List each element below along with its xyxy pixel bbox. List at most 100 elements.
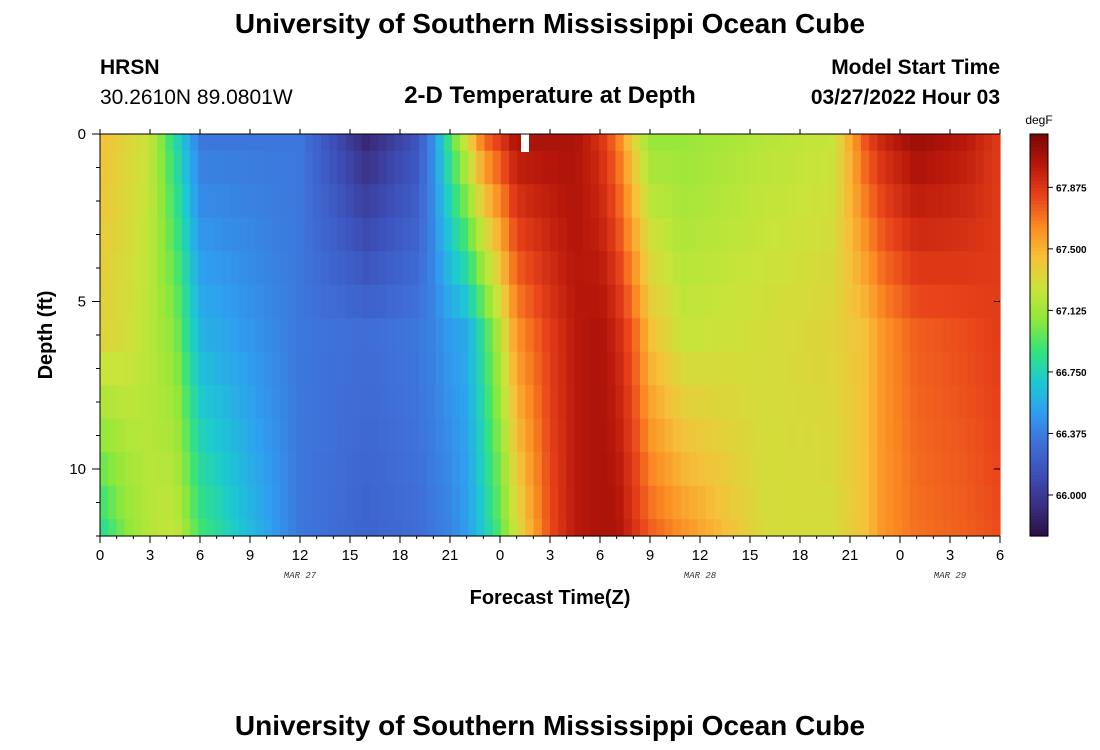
heatmap-cell: [820, 134, 829, 152]
heatmap-cell: [541, 251, 551, 286]
heatmap-cell: [770, 217, 780, 252]
heatmap-cell: [787, 284, 797, 319]
x-tick-label: 6: [596, 547, 604, 564]
heatmap-cell: [451, 284, 461, 319]
heatmap-cell: [680, 485, 690, 520]
heatmap-cell: [754, 318, 764, 353]
heatmap-cell: [934, 251, 944, 286]
heatmap-cell: [803, 134, 813, 152]
heatmap-cell: [157, 485, 167, 520]
heatmap-cell: [599, 452, 608, 487]
heatmap-cell: [721, 485, 731, 520]
heatmap-cell: [460, 217, 469, 252]
heatmap-cell: [860, 418, 870, 453]
heatmap-cell: [844, 318, 854, 353]
heatmap-cell: [590, 385, 600, 420]
heatmap-cell: [140, 485, 150, 520]
heatmap-cell: [255, 519, 265, 537]
heatmap-cell: [779, 134, 788, 152]
colorbar-segment: [1030, 170, 1048, 175]
heatmap-cell: [828, 284, 837, 319]
heatmap-cell: [304, 318, 314, 353]
heatmap-cell: [869, 452, 878, 487]
heatmap-cell: [132, 251, 142, 286]
heatmap-cell: [950, 418, 960, 453]
heatmap-cell: [811, 351, 821, 386]
heatmap-cell: [280, 452, 289, 487]
heatmap-cell: [451, 150, 461, 185]
heatmap-cell: [844, 385, 854, 420]
heatmap-cell: [893, 485, 903, 520]
heatmap-cell: [860, 284, 870, 319]
heatmap-cell: [689, 217, 698, 252]
heatmap-cell: [271, 519, 281, 537]
heatmap-cell: [255, 150, 265, 185]
heatmap-cell: [517, 519, 527, 537]
heatmap-cell: [165, 519, 175, 537]
colorbar-segment: [1030, 254, 1048, 259]
heatmap-cell: [959, 351, 968, 386]
heatmap-cell: [713, 452, 723, 487]
heatmap-cell: [271, 251, 281, 286]
colorbar-segment: [1030, 314, 1048, 319]
heatmap-cell: [427, 452, 437, 487]
heatmap-cell: [222, 150, 232, 185]
heatmap-cell: [214, 150, 224, 185]
heatmap-cell: [648, 351, 657, 386]
heatmap-cell: [991, 251, 1001, 286]
heatmap-cell: [361, 485, 371, 520]
heatmap-cell: [345, 284, 355, 319]
heatmap-cell: [525, 251, 535, 286]
heatmap-cell: [762, 134, 772, 152]
heatmap-cell: [640, 251, 649, 286]
heatmap-cell: [869, 284, 878, 319]
heatmap-cell: [942, 251, 952, 286]
heatmap-cell: [370, 351, 379, 386]
heatmap-cell: [877, 418, 887, 453]
heatmap-cell: [198, 385, 207, 420]
heatmap-cell: [509, 134, 518, 152]
heatmap-cell: [108, 418, 117, 453]
heatmap-cell: [181, 452, 191, 487]
heatmap-cell: [820, 519, 829, 537]
heatmap-cell: [320, 251, 330, 286]
heatmap-cell: [689, 134, 698, 152]
heatmap-cell: [590, 251, 600, 286]
heatmap-cell: [738, 351, 747, 386]
heatmap-cell: [656, 485, 666, 520]
heatmap-cell: [811, 217, 821, 252]
heatmap-cell: [345, 452, 355, 487]
heatmap-cell: [770, 519, 780, 537]
heatmap-cell: [394, 134, 404, 152]
heatmap-cell: [779, 318, 788, 353]
heatmap-cell: [345, 519, 355, 537]
heatmap-cell: [181, 134, 191, 152]
heatmap-cell: [468, 452, 477, 487]
colorbar-segment: [1030, 502, 1048, 507]
heatmap-cell: [525, 318, 535, 353]
heatmap-cell: [100, 184, 109, 219]
heatmap-cell: [484, 284, 494, 319]
heatmap-cell: [664, 150, 674, 185]
colorbar-segment: [1030, 378, 1048, 383]
heatmap-cell: [607, 452, 617, 487]
heatmap-cell: [689, 150, 698, 185]
heatmap-cell: [803, 150, 813, 185]
heatmap-cell: [991, 134, 1001, 152]
heatmap-cell: [550, 351, 559, 386]
heatmap-cell: [181, 318, 191, 353]
heatmap-cell: [476, 251, 486, 286]
heatmap-cell: [910, 318, 919, 353]
heatmap-cell: [435, 385, 445, 420]
heatmap-cell: [648, 251, 657, 286]
heatmap-cell: [288, 150, 297, 185]
heatmap-cell: [337, 134, 347, 152]
heatmap-cell: [869, 418, 878, 453]
heatmap-cell: [631, 150, 641, 185]
heatmap-cell: [967, 217, 977, 252]
heatmap-cell: [558, 150, 567, 185]
heatmap-cell: [582, 217, 592, 252]
heatmap-cell: [599, 150, 608, 185]
heatmap-cell: [140, 217, 150, 252]
colorbar-segment: [1030, 489, 1048, 494]
